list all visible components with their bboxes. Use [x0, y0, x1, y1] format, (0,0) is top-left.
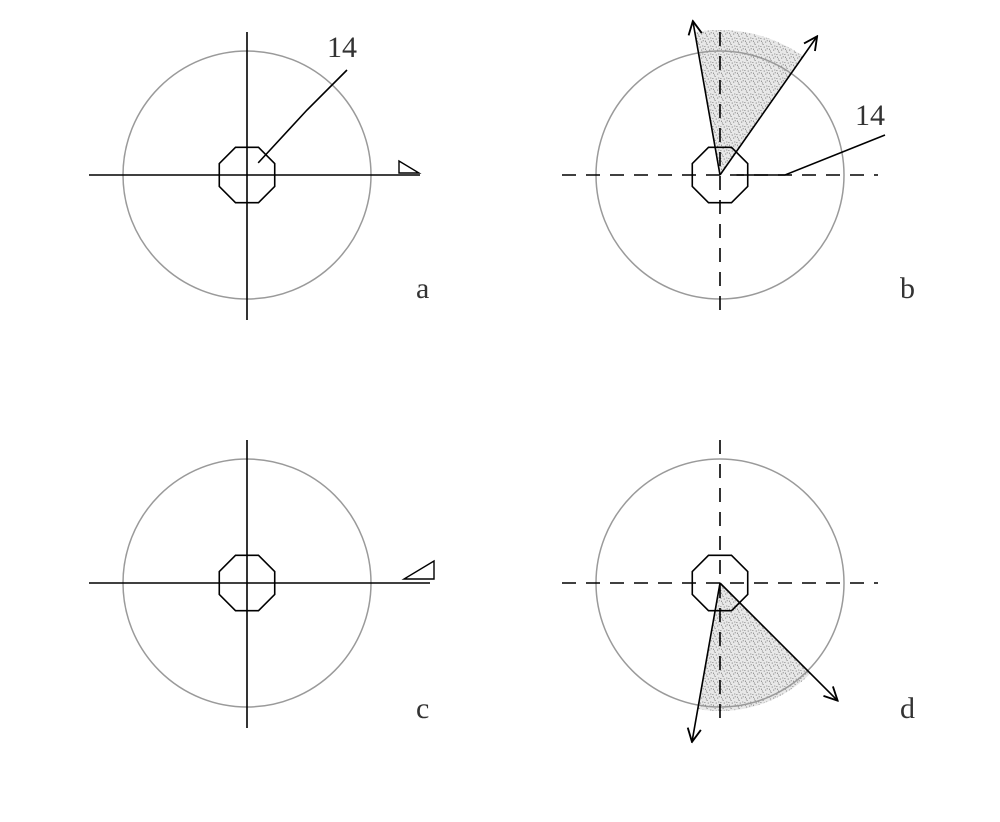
leader-line [258, 70, 347, 163]
panel-c: c [89, 440, 434, 728]
axis-pointer-icon [399, 161, 419, 173]
panel-b: 14 b [562, 22, 915, 318]
leader-label: 14 [327, 31, 357, 64]
leader-label: 14 [855, 99, 885, 132]
panel-label: a [416, 272, 429, 305]
panel-label: b [900, 272, 915, 305]
panel-label: c [416, 692, 429, 725]
panel-d: d [562, 440, 915, 741]
technical-diagram: 14 a 14 b c d [0, 0, 1000, 822]
leader-line [737, 135, 886, 175]
sector-fill [698, 583, 811, 711]
panel-label: d [900, 692, 915, 725]
axis-pointer-icon [404, 561, 434, 579]
panel-a: 14 a [89, 31, 429, 320]
